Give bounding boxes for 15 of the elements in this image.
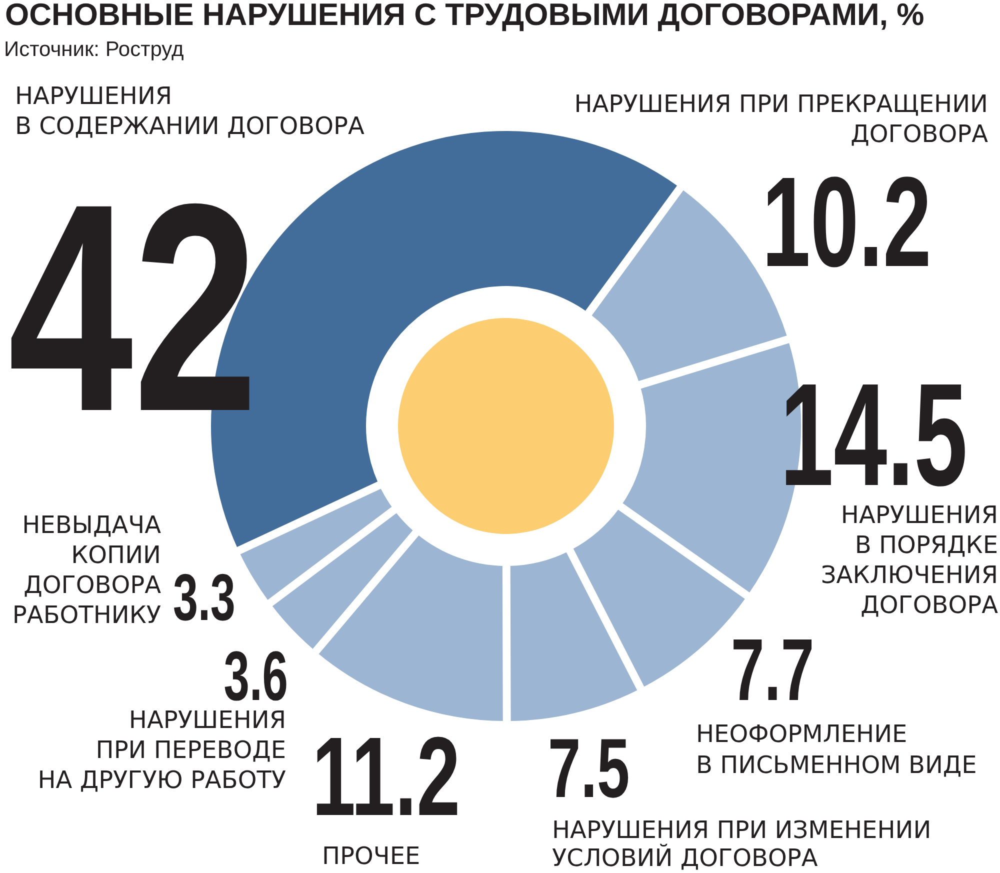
slice-label: НЕОФОРМЛЕНИЕ В ПИСЬМЕННОМ ВИДЕ [696, 720, 977, 779]
data-label: 11.2 [312, 714, 460, 840]
data-label: 42 [8, 142, 258, 474]
slice-label: НАРУШЕНИЯ ПРИ ИЗМЕНЕНИИ УСЛОВИЙ ДОГОВОРА [552, 816, 932, 872]
slice-label: НАРУШЕНИЯ ПРИ ПРЕКРАЩЕНИИ ДОГОВОРА [574, 90, 989, 148]
data-label: 3.3 [173, 560, 236, 634]
slice-label: НАРУШЕНИЯ В ПОРЯДКЕ ЗАКЛЮЧЕНИЯ ДОГОВОРА [820, 501, 999, 619]
data-label: 10.2 [762, 151, 932, 294]
slice-label: ПРОЧЕЕ [322, 842, 420, 870]
slice-label: НАРУШЕНИЯ В СОДЕРЖАНИИ ДОГОВОРА [15, 82, 365, 140]
chart-title: ОСНОВНЫЕ НАРУШЕНИЯ С ТРУДОВЫМИ ДОГОВОРАМИ, % [5, 0, 924, 32]
data-label: 7.7 [731, 620, 814, 719]
data-label: 7.5 [548, 722, 630, 816]
slice-label: НЕВЫДАЧА КОПИИ ДОГОВОРА РАБОТНИКУ [12, 511, 162, 629]
text: Источник: Роструд [4, 38, 184, 61]
